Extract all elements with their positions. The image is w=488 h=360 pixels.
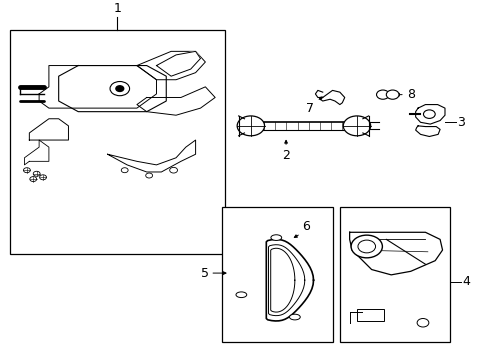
Polygon shape (349, 232, 442, 275)
Circle shape (357, 240, 375, 253)
Circle shape (23, 168, 30, 173)
Ellipse shape (289, 314, 300, 320)
Circle shape (350, 235, 382, 258)
Polygon shape (415, 104, 444, 124)
Polygon shape (24, 140, 49, 165)
Text: 2: 2 (282, 149, 289, 162)
Circle shape (145, 173, 152, 178)
Polygon shape (59, 66, 166, 112)
Polygon shape (315, 90, 322, 98)
Polygon shape (39, 66, 156, 108)
Circle shape (121, 168, 128, 173)
Text: 5: 5 (201, 267, 208, 280)
Polygon shape (29, 119, 68, 140)
Ellipse shape (236, 292, 246, 298)
Circle shape (110, 81, 129, 96)
Ellipse shape (270, 235, 281, 240)
Polygon shape (137, 87, 215, 115)
Circle shape (169, 167, 177, 173)
Text: 1: 1 (113, 2, 121, 15)
Circle shape (416, 319, 428, 327)
Bar (339, 207, 449, 342)
Circle shape (343, 116, 370, 136)
Circle shape (30, 177, 37, 181)
Bar (356, 309, 383, 321)
Bar (222, 207, 332, 342)
Polygon shape (266, 239, 313, 321)
Polygon shape (137, 51, 205, 80)
Polygon shape (156, 51, 200, 76)
Polygon shape (320, 90, 344, 104)
Circle shape (376, 90, 388, 99)
Text: 6: 6 (302, 220, 309, 233)
Text: 3: 3 (456, 116, 464, 129)
Circle shape (33, 171, 40, 176)
Circle shape (40, 175, 46, 180)
Circle shape (116, 86, 123, 91)
Text: 8: 8 (406, 88, 414, 101)
Polygon shape (415, 126, 439, 136)
Circle shape (386, 90, 398, 99)
Circle shape (237, 116, 264, 136)
Text: 4: 4 (461, 275, 469, 288)
Polygon shape (107, 140, 195, 172)
Text: 7: 7 (305, 103, 313, 116)
Bar (10, 30, 224, 253)
Circle shape (423, 110, 434, 118)
